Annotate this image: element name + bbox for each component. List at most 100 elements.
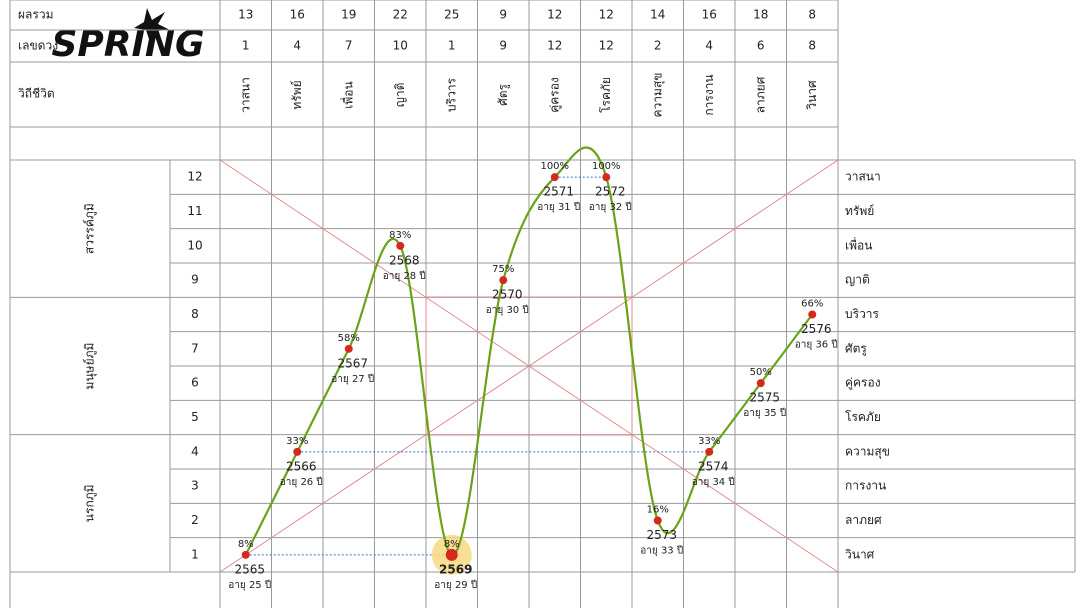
cell: 12 <box>547 8 562 22</box>
x-tick-label: ความสุข <box>650 73 665 118</box>
row-label: วิถีชีวิต <box>18 87 55 101</box>
point <box>808 310 817 319</box>
year-label: 2566 <box>286 459 317 473</box>
cell: 6 <box>757 39 765 53</box>
cell: 13 <box>238 8 253 22</box>
year-label: 2576 <box>801 322 832 336</box>
x-tick-label: โรคภัย <box>599 77 613 113</box>
row-label: ผลรวม <box>18 8 53 22</box>
year-label: 2571 <box>543 185 574 199</box>
x-tick-label: ทรัพย์ <box>290 80 304 109</box>
percent-label: 58% <box>338 333 360 344</box>
x-tick-label: การงาน <box>702 74 716 115</box>
age-label: อายุ 33 ปี <box>640 545 683 557</box>
row-label: โรคภัย <box>845 410 881 424</box>
cell: 25 <box>444 8 459 22</box>
y-tick-label: 8 <box>191 307 199 321</box>
x-tick-label: บริวาร <box>444 77 458 112</box>
y-tick-label: 7 <box>191 341 199 355</box>
year-label: 2575 <box>749 391 780 405</box>
row-label: เพื่อน <box>845 236 872 252</box>
row-label: เลขดวง <box>18 39 58 53</box>
point <box>499 276 508 285</box>
cell: 18 <box>753 8 768 22</box>
year-label: 2569 <box>439 562 472 576</box>
y-tick-label: 9 <box>191 273 199 287</box>
point <box>602 173 611 182</box>
age-label: อายุ 29 ปี <box>434 579 477 591</box>
y-tick-label: 10 <box>187 238 202 252</box>
row-label: บริวาร <box>845 307 880 321</box>
point <box>756 379 765 388</box>
row-label: วินาศ <box>845 547 875 561</box>
age-label: อายุ 32 ปี <box>589 201 632 213</box>
cell: 9 <box>499 8 507 22</box>
cell: 19 <box>341 8 356 22</box>
point <box>344 344 353 353</box>
logo: SPRING <box>51 24 204 65</box>
cell: 14 <box>650 8 665 22</box>
band-label: สวรรค์ภูมิ <box>83 203 98 254</box>
age-label: อายุ 31 ปี <box>537 201 580 213</box>
row-label: ศัตรู <box>845 341 867 356</box>
x-tick-label: ศัตรู <box>496 84 511 106</box>
age-label: อายุ 30 ปี <box>486 304 529 316</box>
percent-label: 16% <box>647 505 669 516</box>
cell: 9 <box>499 39 507 53</box>
cell: 1 <box>448 39 456 53</box>
cell: 16 <box>702 8 717 22</box>
cell: 22 <box>393 8 408 22</box>
year-label: 2567 <box>337 356 368 370</box>
band-label: นรกภูมิ <box>83 484 98 522</box>
cell: 12 <box>599 8 614 22</box>
row-label: การงาน <box>845 479 886 493</box>
age-label: อายุ 35 ปี <box>743 407 786 419</box>
y-tick-label: 3 <box>191 479 199 493</box>
percent-label: 66% <box>801 299 823 310</box>
x-tick-label: เพื่อน <box>339 81 355 108</box>
cell: 4 <box>705 39 713 53</box>
cell: 4 <box>293 39 301 53</box>
year-label: 2573 <box>646 528 677 542</box>
percent-label: 33% <box>286 436 308 447</box>
x-tick-label: วินาศ <box>805 80 819 110</box>
y-tick-label: 11 <box>187 204 202 218</box>
cell: 16 <box>290 8 305 22</box>
line <box>244 146 814 556</box>
y-tick-label: 6 <box>191 376 199 390</box>
percent-label: 33% <box>698 436 720 447</box>
cell: 10 <box>393 39 408 53</box>
guide-box <box>425 296 633 436</box>
x-tick-label: วาสนา <box>238 77 252 113</box>
year-label: 2570 <box>492 288 523 302</box>
cell: 12 <box>547 39 562 53</box>
cell: 7 <box>345 39 353 53</box>
cell: 8 <box>808 39 816 53</box>
row-label: คู่ครอง <box>845 376 881 391</box>
percent-label: 75% <box>492 264 514 275</box>
x-tick-label: ลาภยศ <box>753 76 767 113</box>
point <box>550 173 559 182</box>
logo-star <box>134 8 170 42</box>
band-label: มนุษย์ภูมิ <box>83 343 98 390</box>
cell: 12 <box>599 39 614 53</box>
percent-label: 100% <box>540 161 569 172</box>
y-tick-label: 4 <box>191 444 199 458</box>
percent-label: 50% <box>750 367 772 378</box>
year-label: 2572 <box>595 185 626 199</box>
guide-line <box>219 159 839 573</box>
y-tick-label: 2 <box>191 513 199 527</box>
point <box>445 548 458 561</box>
age-label: อายุ 25 ปี <box>228 579 271 591</box>
x-tick-label: ญาติ <box>393 83 407 108</box>
year-label: 2565 <box>234 562 265 576</box>
age-label: อายุ 28 ปี <box>383 270 426 282</box>
cell: 8 <box>808 8 816 22</box>
point <box>705 447 714 456</box>
row-label: ลาภยศ <box>845 513 882 527</box>
row-label: ความสุข <box>845 444 890 459</box>
percent-label: 8% <box>238 539 254 550</box>
row-label: ทรัพย์ <box>845 204 874 218</box>
age-label: อายุ 27 ปี <box>331 373 374 385</box>
